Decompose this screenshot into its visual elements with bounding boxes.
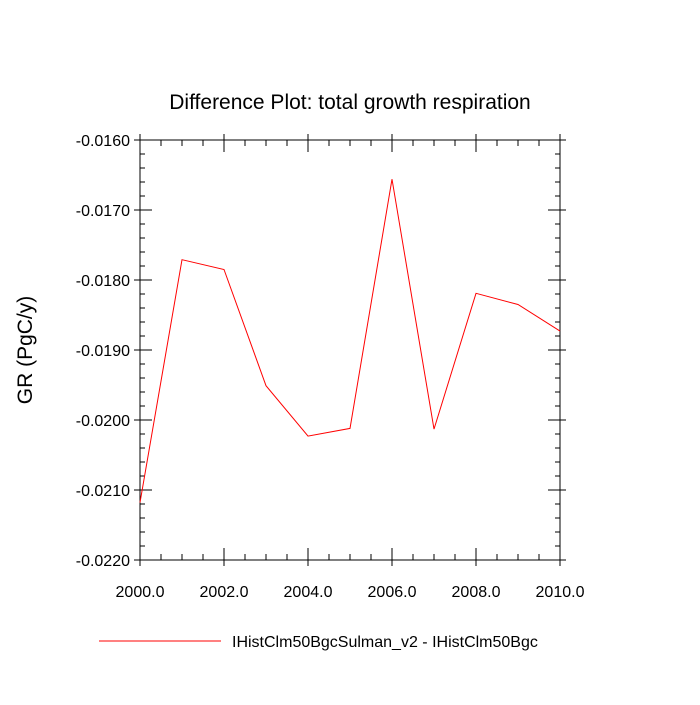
- plot-frame: [140, 140, 560, 560]
- y-tick-label: -0.0180: [76, 273, 130, 290]
- chart-title: Difference Plot: total growth respiratio…: [169, 91, 530, 114]
- y-tick-label: -0.0220: [76, 553, 130, 570]
- y-tick-label: -0.0210: [76, 483, 130, 500]
- legend: IHistClm50BgcSulman_v2 - IHistClm50Bgc: [99, 634, 538, 651]
- legend-label: IHistClm50BgcSulman_v2 - IHistClm50Bgc: [232, 634, 538, 651]
- y-tick-label: -0.0200: [76, 413, 130, 430]
- series-line-0: [140, 179, 560, 502]
- y-axis-label: GR (PgC/y): [14, 296, 37, 405]
- x-tick-label: 2000.0: [116, 584, 165, 601]
- x-tick-label: 2004.0: [284, 584, 333, 601]
- y-tick-label: -0.0170: [76, 203, 130, 220]
- x-tick-label: 2006.0: [368, 584, 417, 601]
- x-tick-label: 2010.0: [536, 584, 585, 601]
- x-tick-label: 2002.0: [200, 584, 249, 601]
- x-tick-label: 2008.0: [452, 584, 501, 601]
- plot-area: -0.0160 -0.0170 -0.0180 -0.0190 -0.0200 -0.02…: [76, 133, 585, 601]
- y-tick-label: -0.0190: [76, 343, 130, 360]
- y-tick-label: -0.0160: [76, 133, 130, 150]
